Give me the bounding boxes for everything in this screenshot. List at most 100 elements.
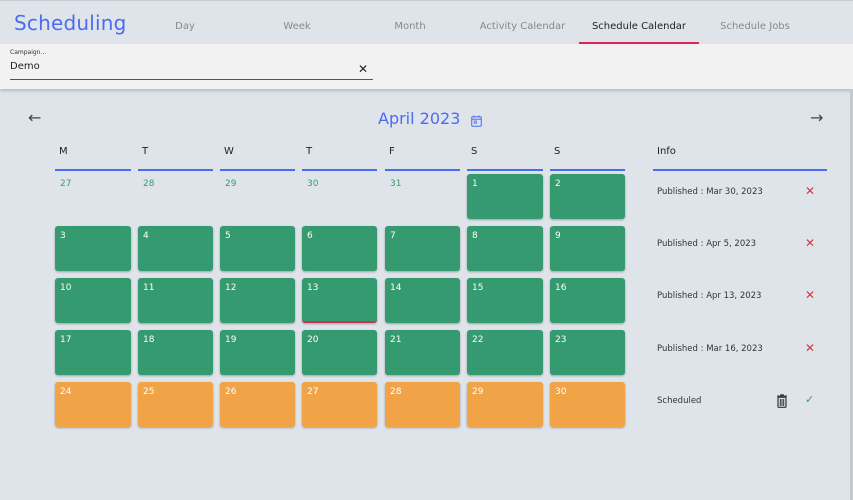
clear-campaign-button[interactable]: ✕ xyxy=(358,62,368,76)
day-number: 7 xyxy=(390,231,396,241)
info-row-text: Published : Mar 30, 2023 xyxy=(657,187,763,197)
day-cell[interactable]: 26 xyxy=(220,382,295,427)
day-number: 30 xyxy=(307,179,319,189)
weekday-header: T xyxy=(302,146,377,171)
info-row: Published : Mar 16, 2023 ✕ xyxy=(657,340,827,360)
day-number: 13 xyxy=(307,283,319,293)
day-cell[interactable]: 19 xyxy=(220,330,295,375)
day-cell[interactable]: 16 xyxy=(550,278,625,323)
day-cell[interactable]: 30 xyxy=(302,174,377,219)
info-row: Published : Apr 13, 2023 ✕ xyxy=(657,287,827,307)
day-cell[interactable]: 9 xyxy=(550,226,625,271)
info-row: Published : Apr 5, 2023 ✕ xyxy=(657,235,827,255)
day-cell[interactable]: 21 xyxy=(385,330,460,375)
remove-button[interactable]: ✕ xyxy=(805,236,815,250)
day-cell[interactable]: 4 xyxy=(138,226,213,271)
day-number: 21 xyxy=(390,335,402,345)
day-number: 8 xyxy=(472,231,478,241)
tab-month[interactable]: Month xyxy=(394,21,426,32)
weekday-header: S xyxy=(550,146,625,171)
info-row: Published : Mar 30, 2023 ✕ xyxy=(657,183,827,203)
info-row-text: Published : Apr 13, 2023 xyxy=(657,291,762,301)
close-icon: ✕ xyxy=(805,236,816,250)
remove-button[interactable]: ✕ xyxy=(805,184,815,198)
day-cell[interactable]: 24 xyxy=(55,382,131,427)
delete-button[interactable] xyxy=(776,394,788,408)
weekday-header: M xyxy=(55,146,131,171)
day-cell[interactable]: 2 xyxy=(550,174,625,219)
arrow-right-icon: → xyxy=(810,108,824,127)
day-cell[interactable]: 30 xyxy=(550,382,625,427)
confirm-button[interactable]: ✓ xyxy=(805,393,814,406)
weekday-header: T xyxy=(138,146,213,171)
day-number: 10 xyxy=(60,283,72,293)
day-cell[interactable]: 1 xyxy=(467,174,543,219)
info-row-text: Published : Mar 16, 2023 xyxy=(657,344,763,354)
day-cell[interactable]: 22 xyxy=(467,330,543,375)
day-number: 26 xyxy=(225,387,237,397)
weekday-header: S xyxy=(467,146,543,171)
day-cell[interactable]: 29 xyxy=(467,382,543,427)
tab-schedule-calendar[interactable]: Schedule Calendar xyxy=(579,1,699,45)
day-number: 4 xyxy=(143,231,149,241)
tab-schedule-jobs[interactable]: Schedule Jobs xyxy=(720,21,790,32)
day-cell[interactable]: 5 xyxy=(220,226,295,271)
day-cell[interactable]: 23 xyxy=(550,330,625,375)
day-number: 22 xyxy=(472,335,484,345)
campaign-field-underline xyxy=(10,79,373,80)
app-title: Scheduling xyxy=(14,11,127,35)
day-number: 12 xyxy=(225,283,237,293)
remove-button[interactable]: ✕ xyxy=(805,288,815,302)
day-number: 18 xyxy=(143,335,155,345)
info-row-text: Published : Apr 5, 2023 xyxy=(657,239,757,249)
day-number: 14 xyxy=(390,283,402,293)
day-cell[interactable]: 14 xyxy=(385,278,460,323)
arrow-left-icon: ← xyxy=(28,108,42,127)
info-row: Scheduled ✓ xyxy=(657,392,827,412)
day-cell[interactable]: 20 xyxy=(302,330,377,375)
day-cell[interactable]: 17 xyxy=(55,330,131,375)
day-cell[interactable]: 6 xyxy=(302,226,377,271)
day-number: 30 xyxy=(555,387,567,397)
weekday-header: W xyxy=(220,146,295,171)
day-number: 20 xyxy=(307,335,319,345)
info-row-text: Scheduled xyxy=(657,396,702,406)
day-cell[interactable]: 3 xyxy=(55,226,131,271)
day-cell-today[interactable]: 13 xyxy=(302,278,377,323)
day-number: 2 xyxy=(555,179,561,189)
day-number: 6 xyxy=(307,231,313,241)
remove-button[interactable]: ✕ xyxy=(805,341,815,355)
day-cell[interactable]: 8 xyxy=(467,226,543,271)
calendar-picker-button[interactable] xyxy=(471,112,482,127)
scrollbar[interactable] xyxy=(850,89,853,500)
tab-activity-calendar[interactable]: Activity Calendar xyxy=(479,21,566,32)
close-icon: ✕ xyxy=(805,288,816,302)
day-cell[interactable]: 11 xyxy=(138,278,213,323)
tab-week[interactable]: Week xyxy=(283,21,311,32)
weekday-header: F xyxy=(385,146,460,171)
day-number: 17 xyxy=(60,335,72,345)
day-number: 23 xyxy=(555,335,567,345)
tab-day[interactable]: Day xyxy=(175,21,195,32)
day-cell[interactable]: 18 xyxy=(138,330,213,375)
close-icon: ✕ xyxy=(805,184,816,198)
day-cell[interactable]: 25 xyxy=(138,382,213,427)
day-cell[interactable]: 12 xyxy=(220,278,295,323)
day-number: 3 xyxy=(60,231,66,241)
day-number: 1 xyxy=(472,179,478,189)
next-month-button[interactable]: → xyxy=(810,108,823,127)
campaign-select[interactable]: Demo xyxy=(10,61,40,72)
day-cell[interactable]: 7 xyxy=(385,226,460,271)
day-number: 9 xyxy=(555,231,561,241)
day-cell[interactable]: 27 xyxy=(55,174,131,219)
day-cell[interactable]: 31 xyxy=(385,174,460,219)
day-number: 5 xyxy=(225,231,231,241)
day-cell[interactable]: 28 xyxy=(385,382,460,427)
day-cell[interactable]: 15 xyxy=(467,278,543,323)
day-number: 11 xyxy=(143,283,155,293)
day-cell[interactable]: 29 xyxy=(220,174,295,219)
prev-month-button[interactable]: ← xyxy=(28,108,41,127)
day-cell[interactable]: 28 xyxy=(138,174,213,219)
day-cell[interactable]: 10 xyxy=(55,278,131,323)
day-cell[interactable]: 27 xyxy=(302,382,377,427)
